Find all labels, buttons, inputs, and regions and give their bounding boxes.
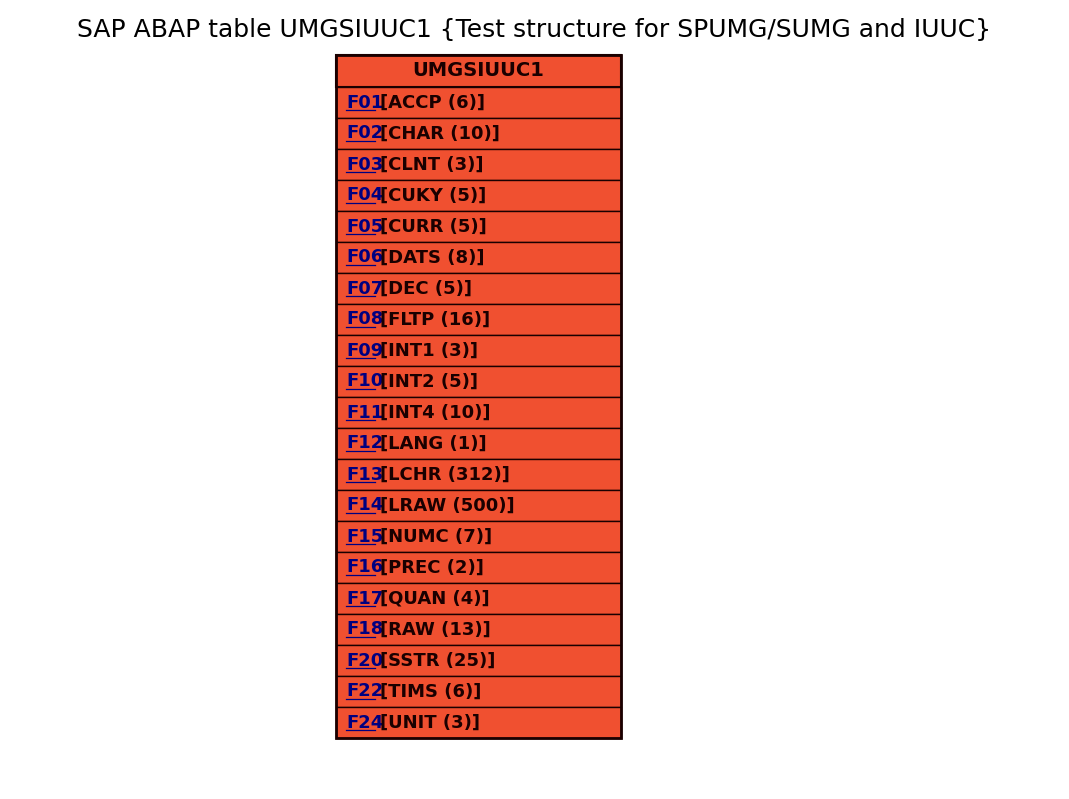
Text: [LCHR (312)]: [LCHR (312)]	[381, 466, 510, 483]
Bar	[336, 304, 621, 335]
Bar	[336, 87, 621, 118]
Text: [INT1 (3)]: [INT1 (3)]	[381, 341, 479, 360]
Text: [CUKY (5)]: [CUKY (5)]	[381, 186, 486, 205]
Text: [RAW (13)]: [RAW (13)]	[381, 621, 492, 638]
Bar	[336, 211, 621, 242]
Text: [LRAW (500)]: [LRAW (500)]	[381, 496, 515, 515]
Bar	[336, 676, 621, 707]
Bar	[336, 645, 621, 676]
Text: F22: F22	[346, 682, 384, 701]
Bar	[336, 273, 621, 304]
Bar	[336, 428, 621, 459]
Bar	[336, 242, 621, 273]
Bar	[336, 180, 621, 211]
Bar	[336, 149, 621, 180]
Text: F13: F13	[346, 466, 384, 483]
Text: [INT2 (5)]: [INT2 (5)]	[381, 372, 479, 391]
Bar	[336, 459, 621, 490]
Bar	[336, 490, 621, 521]
Text: [CLNT (3)]: [CLNT (3)]	[381, 156, 484, 173]
Bar	[336, 397, 621, 428]
Text: [CURR (5)]: [CURR (5)]	[381, 217, 487, 236]
Text: SAP ABAP table UMGSIUUC1 {Test structure for SPUMG/SUMG and IUUC}: SAP ABAP table UMGSIUUC1 {Test structure…	[77, 18, 992, 42]
Text: UMGSIUUC1: UMGSIUUC1	[413, 62, 544, 81]
Text: F11: F11	[346, 403, 384, 422]
Bar	[336, 614, 621, 645]
Text: [QUAN (4)]: [QUAN (4)]	[381, 590, 490, 607]
Text: F14: F14	[346, 496, 384, 515]
Text: [TIMS (6)]: [TIMS (6)]	[381, 682, 482, 701]
Text: F03: F03	[346, 156, 384, 173]
Text: [SSTR (25)]: [SSTR (25)]	[381, 651, 496, 670]
Text: [NUMC (7)]: [NUMC (7)]	[381, 527, 493, 546]
Bar	[336, 118, 621, 149]
Text: [PREC (2)]: [PREC (2)]	[381, 559, 484, 577]
Text: [UNIT (3)]: [UNIT (3)]	[381, 714, 480, 732]
Bar	[336, 521, 621, 552]
Text: [INT4 (10)]: [INT4 (10)]	[381, 403, 491, 422]
Bar	[336, 707, 621, 738]
Text: F16: F16	[346, 559, 384, 577]
Text: F04: F04	[346, 186, 384, 205]
Text: F18: F18	[346, 621, 384, 638]
Text: F15: F15	[346, 527, 384, 546]
Text: F02: F02	[346, 125, 384, 142]
Text: F05: F05	[346, 217, 384, 236]
Bar	[336, 335, 621, 366]
Text: F10: F10	[346, 372, 384, 391]
Text: F24: F24	[346, 714, 384, 732]
Bar	[336, 583, 621, 614]
Text: F12: F12	[346, 435, 384, 452]
Text: F06: F06	[346, 248, 384, 267]
Bar	[336, 366, 621, 397]
Text: F17: F17	[346, 590, 384, 607]
Text: F09: F09	[346, 341, 384, 360]
Text: [ACCP (6)]: [ACCP (6)]	[381, 93, 485, 112]
Text: F08: F08	[346, 311, 384, 328]
Text: [FLTP (16)]: [FLTP (16)]	[381, 311, 491, 328]
Bar	[336, 552, 621, 583]
Text: F01: F01	[346, 93, 384, 112]
Text: F20: F20	[346, 651, 384, 670]
Text: [DEC (5)]: [DEC (5)]	[381, 280, 472, 297]
Text: F07: F07	[346, 280, 384, 297]
Text: [DATS (8)]: [DATS (8)]	[381, 248, 485, 267]
Text: [LANG (1)]: [LANG (1)]	[381, 435, 487, 452]
Bar	[336, 55, 621, 87]
Text: [CHAR (10)]: [CHAR (10)]	[381, 125, 500, 142]
Bar	[336, 55, 621, 738]
